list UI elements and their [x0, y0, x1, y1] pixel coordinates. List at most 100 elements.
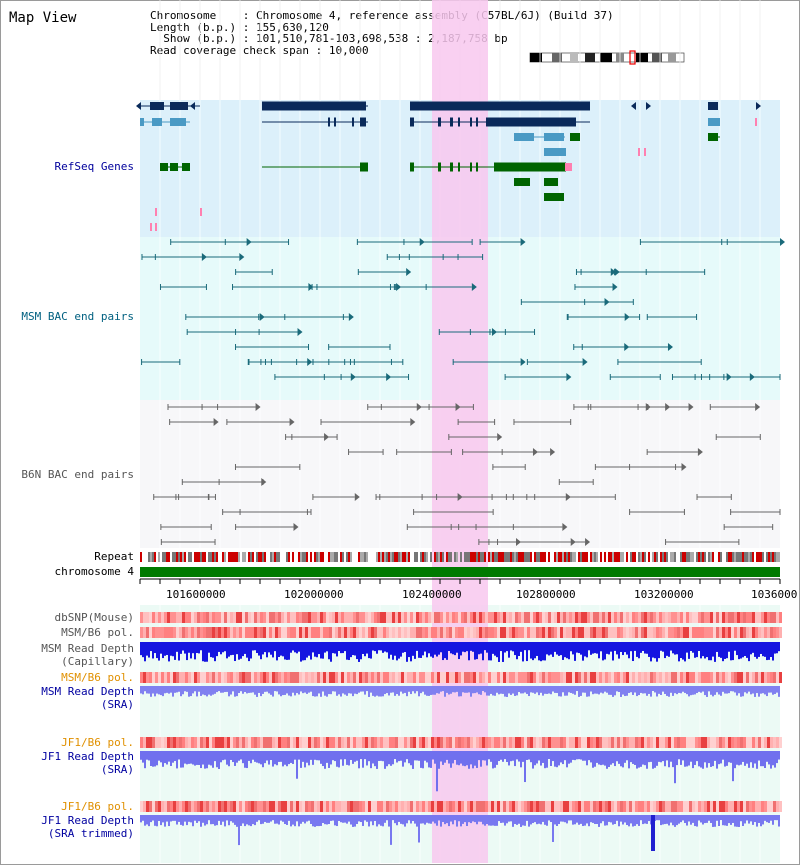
repeat-element	[510, 552, 512, 562]
msm-pol-density	[719, 672, 722, 683]
track-label-b6n-bac: B6N BAC end pairs	[21, 468, 134, 481]
msm-capillary-depth	[380, 642, 382, 651]
msm-pol-density	[596, 672, 599, 683]
msm-sra-depth	[286, 686, 288, 694]
msm-pol-density	[692, 672, 695, 683]
jf1-sra-depth	[446, 751, 448, 760]
dbsnp-density	[377, 612, 380, 623]
jf1-trimmed-depth	[434, 815, 436, 824]
chromosome-ideogram[interactable]	[529, 50, 685, 65]
dbsnp-density	[383, 612, 386, 623]
jf1-sra-depth	[292, 751, 294, 764]
msm-pol-density	[377, 672, 380, 683]
msm-pol-density	[284, 672, 287, 683]
jf1-pol-density	[554, 737, 557, 748]
dbsnp-density	[305, 612, 308, 623]
jf1-pol-density	[638, 801, 641, 812]
msm-capillary-depth	[580, 642, 582, 655]
jf1-sra-depth	[350, 751, 352, 760]
dbsnp-density	[539, 612, 542, 623]
jf1-trimmed-depth	[502, 815, 504, 823]
jf1-trimmed-depth	[508, 815, 510, 822]
msm-sra-depth	[730, 686, 732, 692]
msm-sra-depth	[184, 686, 186, 692]
msm-sra-depth	[694, 686, 696, 695]
jf1-sra-depth	[220, 751, 222, 763]
msm-sra-depth	[300, 686, 302, 692]
msm-pol-density	[317, 672, 320, 683]
msm-sra-depth	[270, 686, 272, 695]
msm-capillary-depth	[518, 642, 520, 657]
msm-sra-depth	[626, 686, 628, 696]
msm-pol-density	[215, 672, 218, 683]
msm-pol-density	[476, 672, 479, 683]
jf1-trimmed-depth	[636, 815, 638, 825]
dbsnp-density	[653, 612, 656, 623]
gene-exon	[458, 162, 460, 172]
msm-pol-density	[503, 627, 506, 638]
msm-sra-depth	[344, 686, 346, 695]
jf1-pol-density	[386, 801, 389, 812]
repeat-element	[490, 552, 492, 562]
repeat-element	[274, 552, 276, 562]
jf1-sra-depth	[170, 751, 172, 766]
repeat-element	[150, 552, 152, 562]
repeat-element	[594, 552, 596, 562]
msm-pol-density	[161, 627, 164, 638]
msm-capillary-depth	[638, 642, 640, 659]
jf1-trimmed-depth	[700, 815, 702, 823]
jf1-sra-depth	[378, 751, 380, 761]
jf1-sra-depth	[604, 751, 606, 766]
highlight-region[interactable]	[432, 0, 488, 863]
jf1-sra-depth	[274, 751, 276, 765]
jf1-trimmed-depth	[362, 815, 364, 826]
dbsnp-density	[647, 612, 650, 623]
jf1-trimmed-depth	[706, 815, 708, 823]
jf1-trimmed-depth	[402, 815, 404, 825]
msm-capillary-depth	[516, 642, 518, 660]
jf1-pol-density	[428, 737, 431, 748]
msm-capillary-depth	[672, 642, 674, 654]
msm-pol-density	[353, 672, 356, 683]
msm-sra-depth	[612, 686, 614, 697]
msm-capillary-depth	[508, 642, 510, 658]
dbsnp-density	[230, 612, 233, 623]
jf1-trimmed-depth	[762, 815, 764, 825]
jf1-trimmed-depth	[738, 815, 740, 827]
msm-sra-depth	[292, 686, 294, 693]
msm-sra-depth	[676, 686, 678, 695]
msm-pol-density	[737, 672, 740, 683]
track-label-jf1-depth-trimmed-sub: (SRA trimmed)	[47, 827, 134, 840]
jf1-pol-density	[296, 737, 299, 748]
jf1-trimmed-depth	[622, 815, 624, 825]
repeat-element	[578, 552, 580, 562]
repeat-element	[774, 552, 776, 562]
repeat-element	[152, 552, 154, 562]
jf1-sra-depth	[638, 751, 640, 768]
strand-arrow	[688, 403, 694, 411]
strand-arrow	[614, 268, 620, 276]
jf1-sra-depth	[204, 751, 206, 769]
msm-capillary-depth	[710, 642, 712, 661]
msm-capillary-depth	[478, 642, 480, 655]
strand-arrow	[297, 328, 303, 336]
msm-sra-depth	[382, 686, 384, 697]
feature-layer[interactable]	[136, 101, 785, 547]
repeat-element	[212, 552, 214, 562]
jf1-pol-density	[497, 737, 500, 748]
msm-pol-density	[758, 672, 761, 683]
msm-sra-depth	[338, 686, 340, 695]
repeat-element	[204, 552, 206, 562]
msm-capillary-depth	[406, 642, 408, 662]
repeat-element	[392, 552, 394, 562]
dbsnp-density	[368, 612, 371, 623]
jf1-sra-depth	[156, 751, 158, 766]
dbsnp-density	[410, 612, 413, 623]
msm-pol-density	[689, 627, 692, 638]
jf1-pol-density	[215, 801, 218, 812]
jf1-pol-density	[563, 737, 566, 748]
jf1-pol-density	[341, 801, 344, 812]
jf1-sra-depth	[558, 751, 560, 766]
jf1-sra-depth	[620, 751, 622, 767]
